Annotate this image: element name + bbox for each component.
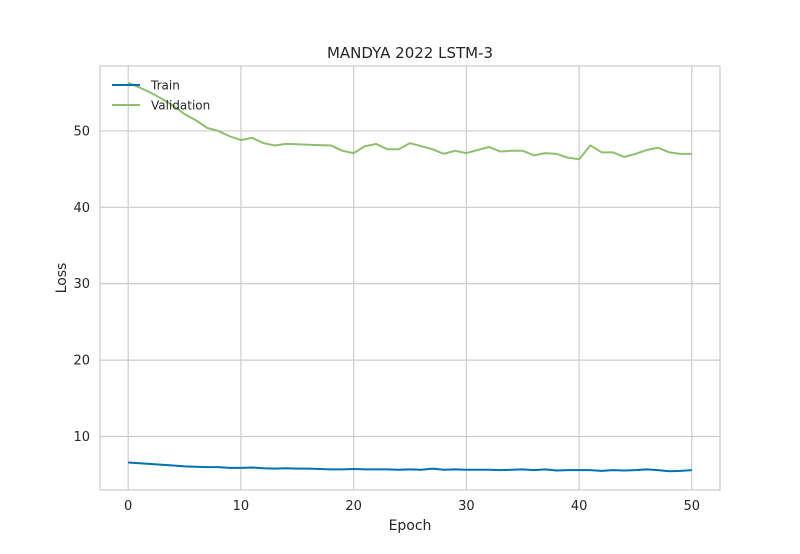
chart-title: MANDYA 2022 LSTM-3	[327, 44, 493, 62]
legend-label-train: Train	[150, 79, 180, 93]
series-lines	[127, 81, 692, 473]
plot-frame	[99, 65, 721, 491]
grid	[100, 66, 720, 490]
plot-area	[100, 66, 720, 490]
y-tick-label: 40	[73, 201, 90, 216]
x-tick-label: 0	[124, 499, 132, 514]
y-axis-ticks: 10 20 30 40 50	[73, 124, 90, 445]
y-axis-label: Loss	[54, 263, 70, 294]
x-tick-label: 40	[571, 499, 588, 514]
y-tick-label: 10	[73, 430, 90, 445]
legend: Train Validation	[112, 79, 210, 113]
x-tick-label: 30	[458, 499, 475, 514]
y-tick-label: 50	[73, 124, 90, 139]
series-line-train	[128, 461, 692, 473]
x-tick-label: 10	[233, 499, 250, 514]
y-tick-label: 20	[73, 354, 90, 369]
x-axis-label: Epoch	[389, 518, 432, 534]
x-tick-label: 50	[684, 499, 701, 514]
x-tick-label: 20	[345, 499, 362, 514]
y-tick-label: 30	[73, 277, 90, 292]
legend-label-validation: Validation	[151, 99, 210, 113]
series-line-validation	[127, 81, 692, 161]
x-axis-ticks: 0 10 20 30 40 50	[124, 499, 700, 514]
